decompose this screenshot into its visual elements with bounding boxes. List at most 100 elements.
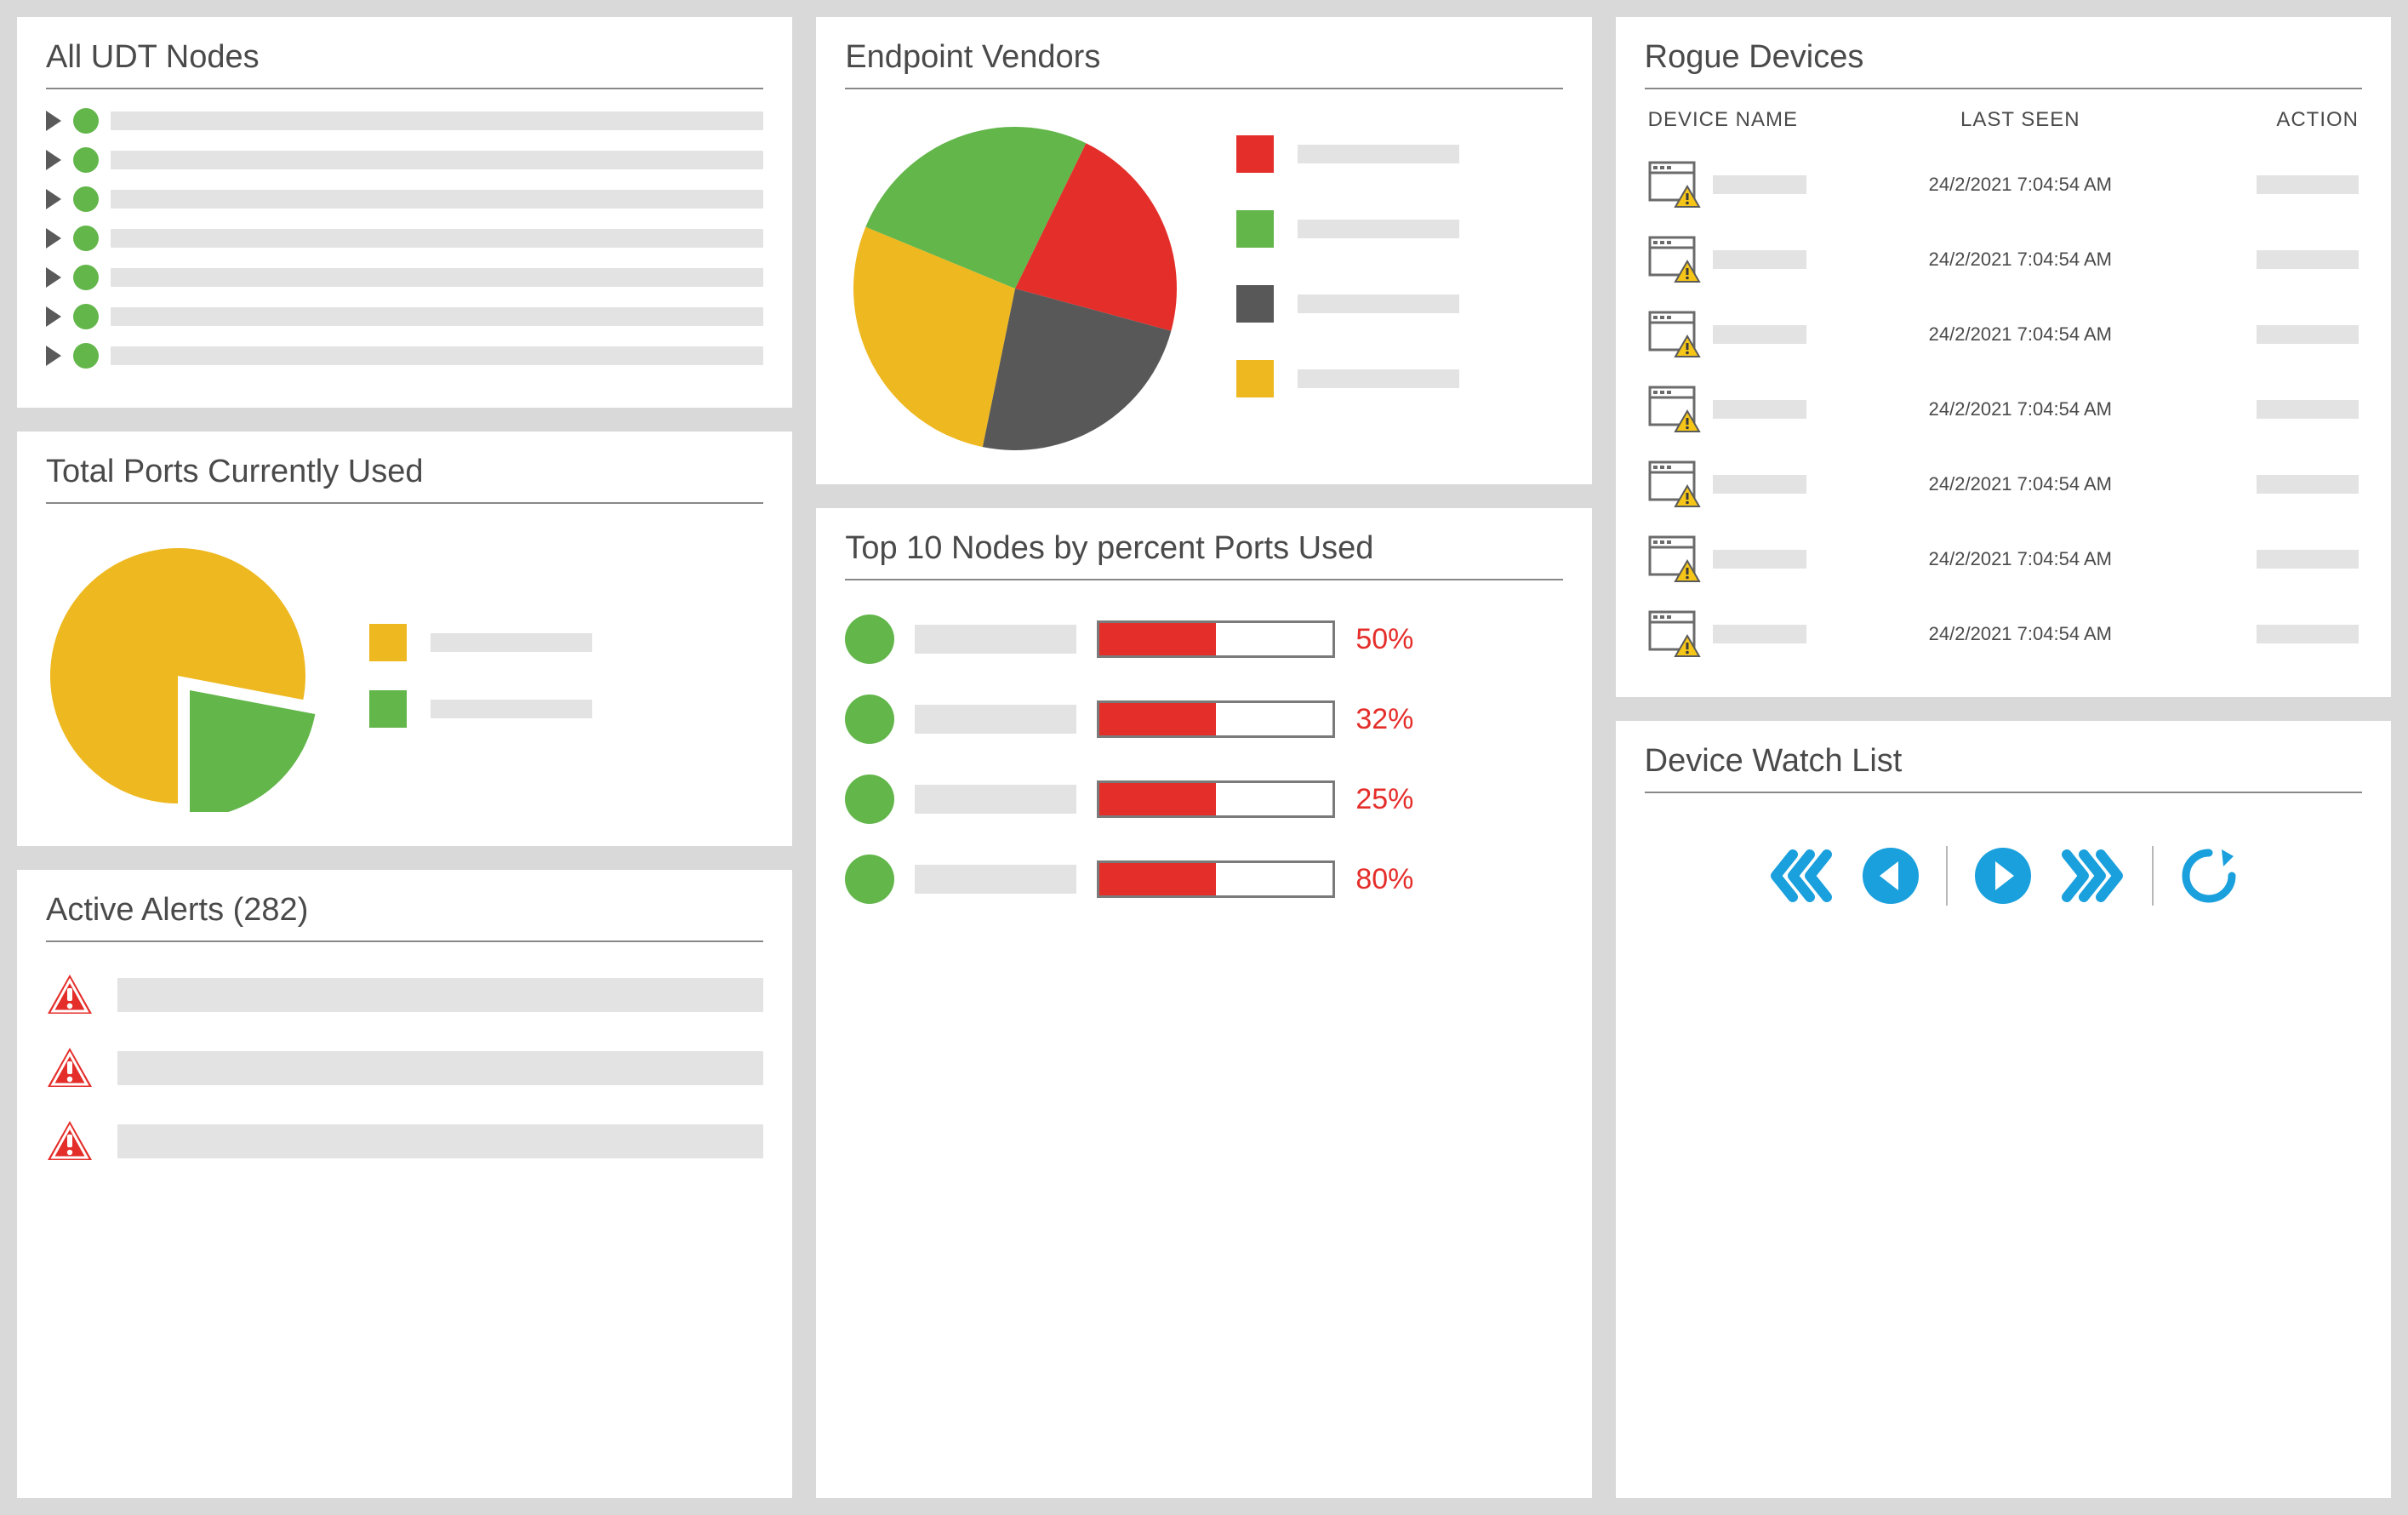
legend-swatch-icon (1236, 285, 1274, 323)
last-seen-value: 24/2/2021 7:04:54 AM (1818, 174, 2223, 196)
alert-text-placeholder (117, 1124, 763, 1158)
status-dot-icon (845, 855, 894, 904)
udt-node-row[interactable] (46, 304, 763, 329)
rogue-table-header: DEVICE NAME LAST SEEN ACTION (1645, 108, 2362, 147)
usage-pct: 80% (1355, 863, 1413, 896)
last-seen-value: 24/2/2021 7:04:54 AM (1818, 398, 2223, 420)
action-placeholder[interactable] (2257, 325, 2359, 344)
device-window-warning-icon (1648, 161, 1701, 209)
node-label-placeholder (111, 151, 763, 169)
expand-icon[interactable] (46, 228, 61, 249)
udt-node-row[interactable] (46, 147, 763, 173)
legend-label-placeholder (431, 700, 592, 718)
status-dot-icon (73, 147, 99, 173)
device-window-warning-icon (1648, 236, 1701, 283)
action-placeholder[interactable] (2257, 175, 2359, 194)
udt-node-row[interactable] (46, 226, 763, 251)
panel-title: Rogue Devices (1645, 39, 2362, 89)
legend-swatch-icon (369, 624, 407, 661)
device-window-warning-icon (1648, 311, 1701, 358)
col-device-name: DEVICE NAME (1648, 108, 1818, 132)
alert-triangle-icon (46, 1046, 94, 1090)
rogue-device-row[interactable]: 24/2/2021 7:04:54 AM (1645, 447, 2362, 522)
node-usage-row[interactable]: 32% (845, 695, 1562, 744)
alert-row[interactable] (46, 1046, 763, 1090)
legend-swatch-icon (1236, 360, 1274, 397)
device-name-placeholder (1713, 325, 1806, 344)
legend-item (1236, 285, 1459, 323)
legend-item (1236, 360, 1459, 397)
expand-icon[interactable] (46, 150, 61, 170)
usage-bar-fill (1099, 863, 1216, 895)
expand-icon[interactable] (46, 189, 61, 209)
col-last-seen: LAST SEEN (1818, 108, 2223, 132)
alert-row[interactable] (46, 1119, 763, 1163)
expand-icon[interactable] (46, 306, 61, 327)
device-name-placeholder (1713, 625, 1806, 643)
legend-label-placeholder (431, 633, 592, 652)
legend-label-placeholder (1298, 220, 1459, 238)
pie-slice (190, 690, 315, 812)
rogue-device-row[interactable]: 24/2/2021 7:04:54 AM (1645, 222, 2362, 297)
device-window-warning-icon (1648, 460, 1701, 508)
alert-text-placeholder (117, 1051, 763, 1085)
panel-endpoint-vendors: Endpoint Vendors (816, 17, 1591, 484)
ports-pie-chart (46, 540, 318, 812)
udt-node-row[interactable] (46, 265, 763, 290)
rogue-device-row[interactable]: 24/2/2021 7:04:54 AM (1645, 297, 2362, 372)
udt-node-row[interactable] (46, 186, 763, 212)
node-usage-row[interactable]: 80% (845, 855, 1562, 904)
usage-bar-fill (1099, 783, 1216, 815)
udt-node-row[interactable] (46, 343, 763, 369)
udt-node-row[interactable] (46, 108, 763, 134)
device-window-warning-icon (1648, 386, 1701, 433)
legend-item (1236, 210, 1459, 248)
last-seen-value: 24/2/2021 7:04:54 AM (1818, 249, 2223, 271)
usage-bar (1097, 860, 1335, 898)
device-name-placeholder (1713, 175, 1806, 194)
status-dot-icon (73, 186, 99, 212)
next-page-button[interactable] (1973, 846, 2033, 906)
nav-separator (2152, 846, 2154, 906)
refresh-button[interactable] (2179, 846, 2239, 906)
node-usage-row[interactable]: 50% (845, 615, 1562, 664)
first-page-button[interactable] (1767, 846, 1835, 906)
rogue-device-row[interactable]: 24/2/2021 7:04:54 AM (1645, 147, 2362, 222)
last-seen-value: 24/2/2021 7:04:54 AM (1818, 323, 2223, 346)
status-dot-icon (845, 695, 894, 744)
action-placeholder[interactable] (2257, 400, 2359, 419)
legend-label-placeholder (1298, 369, 1459, 388)
status-dot-icon (845, 615, 894, 664)
rogue-device-row[interactable]: 24/2/2021 7:04:54 AM (1645, 597, 2362, 672)
action-placeholder[interactable] (2257, 250, 2359, 269)
rogue-device-row[interactable]: 24/2/2021 7:04:54 AM (1645, 372, 2362, 447)
device-name-placeholder (1713, 475, 1806, 494)
rogue-device-row[interactable]: 24/2/2021 7:04:54 AM (1645, 522, 2362, 597)
node-name-placeholder (915, 625, 1076, 654)
legend-item (1236, 135, 1459, 173)
panel-active-alerts: Active Alerts (282) (17, 870, 792, 1498)
expand-icon[interactable] (46, 346, 61, 366)
panel-udt-nodes: All UDT Nodes (17, 17, 792, 408)
last-seen-value: 24/2/2021 7:04:54 AM (1818, 548, 2223, 570)
action-placeholder[interactable] (2257, 475, 2359, 494)
node-label-placeholder (111, 229, 763, 248)
action-placeholder[interactable] (2257, 625, 2359, 643)
last-page-button[interactable] (2058, 846, 2126, 906)
expand-icon[interactable] (46, 111, 61, 131)
node-label-placeholder (111, 346, 763, 365)
vendors-pie-chart (845, 118, 1185, 459)
node-usage-row[interactable]: 25% (845, 775, 1562, 824)
panel-title: Total Ports Currently Used (46, 454, 763, 504)
prev-page-button[interactable] (1861, 846, 1920, 906)
device-window-warning-icon (1648, 535, 1701, 583)
usage-pct: 25% (1355, 783, 1413, 816)
panel-title: Top 10 Nodes by percent Ports Used (845, 530, 1562, 580)
col-action: ACTION (2223, 108, 2359, 132)
expand-icon[interactable] (46, 267, 61, 288)
alert-row[interactable] (46, 973, 763, 1017)
panel-rogue-devices: Rogue Devices DEVICE NAME LAST SEEN ACTI… (1616, 17, 2391, 697)
device-window-warning-icon (1648, 610, 1701, 658)
action-placeholder[interactable] (2257, 550, 2359, 569)
panel-title: Endpoint Vendors (845, 39, 1562, 89)
